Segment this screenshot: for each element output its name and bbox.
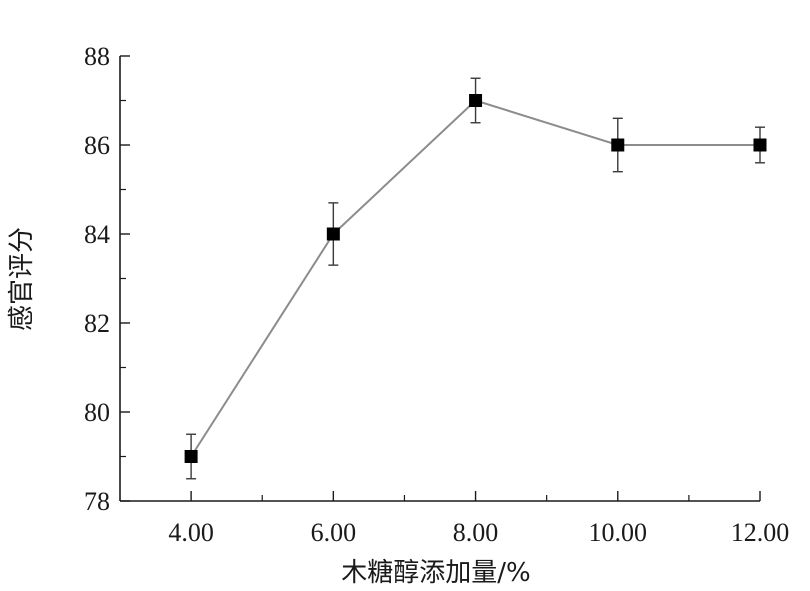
x-tick-label: 12.00 bbox=[731, 518, 790, 547]
y-axis-title: 感官评分 bbox=[7, 227, 37, 331]
y-tick-label: 86 bbox=[84, 131, 110, 160]
x-tick-label: 4.00 bbox=[168, 518, 214, 547]
y-tick-label: 88 bbox=[84, 42, 110, 71]
data-point-marker bbox=[326, 227, 340, 241]
x-tick-label: 10.00 bbox=[589, 518, 648, 547]
data-point-marker bbox=[611, 138, 625, 152]
series-line bbox=[190, 99, 760, 458]
y-tick-label: 80 bbox=[84, 398, 110, 427]
y-tick-label: 82 bbox=[84, 309, 110, 338]
data-point-marker bbox=[469, 94, 483, 107]
x-axis-title: 木糖醇添加量/% bbox=[341, 558, 530, 588]
x-tick-label: 6.00 bbox=[311, 518, 357, 547]
ticks: 78 80 82 84 86 88 4.00 6.00 8.00 10.00 12.00 bbox=[84, 42, 789, 547]
data-point-marker bbox=[184, 450, 198, 463]
data-point-marker bbox=[753, 138, 767, 152]
x-tick-label: 8.00 bbox=[453, 518, 499, 547]
y-tick-label: 78 bbox=[84, 487, 110, 516]
axes bbox=[119, 56, 760, 502]
series-layer bbox=[184, 77, 767, 480]
y-tick-label: 84 bbox=[84, 220, 110, 249]
